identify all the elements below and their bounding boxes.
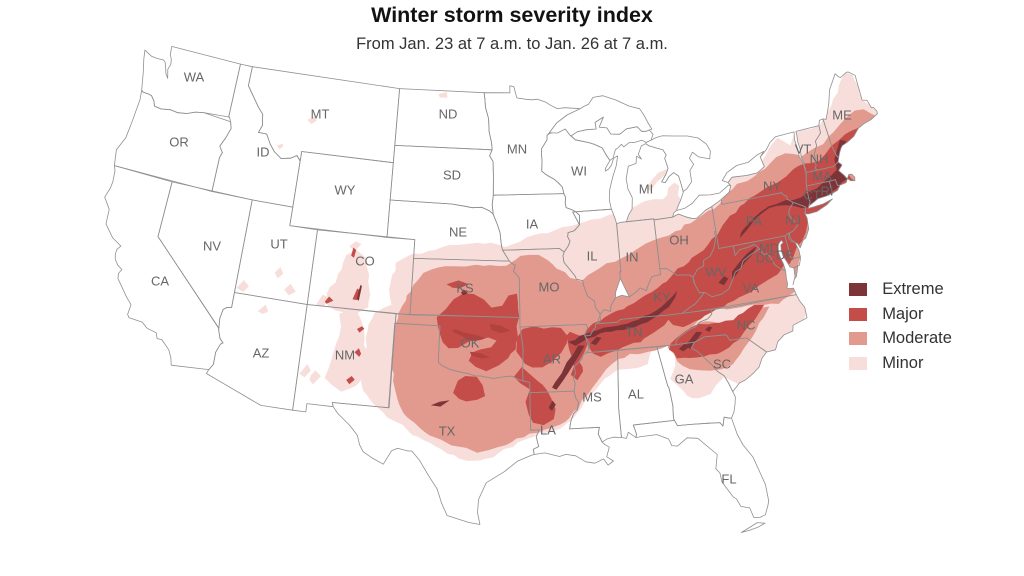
svg-text:MN: MN [507,142,527,157]
svg-text:ID: ID [257,145,270,160]
svg-text:NJ: NJ [785,213,801,228]
svg-text:MS: MS [582,390,602,405]
svg-text:AR: AR [543,352,561,367]
svg-text:OH: OH [669,233,689,248]
svg-text:RI: RI [821,184,834,199]
svg-text:WA: WA [184,70,205,85]
svg-text:SC: SC [713,357,731,372]
svg-text:VT: VT [795,142,812,157]
svg-text:WY: WY [335,183,356,198]
svg-text:MA: MA [812,169,832,184]
svg-text:MT: MT [311,107,330,122]
svg-text:OK: OK [461,336,480,351]
svg-text:WV: WV [706,265,727,280]
svg-text:ND: ND [439,107,458,122]
svg-text:LA: LA [540,423,556,438]
svg-text:WI: WI [571,164,587,179]
svg-text:AL: AL [628,387,644,402]
svg-text:AZ: AZ [253,346,270,361]
svg-text:NC: NC [737,318,756,333]
svg-text:NH: NH [810,152,829,167]
svg-text:MD: MD [759,241,779,256]
svg-text:UT: UT [270,237,287,252]
svg-text:IL: IL [587,249,598,264]
svg-text:VA: VA [743,281,760,296]
svg-text:TX: TX [439,424,456,439]
svg-text:KY: KY [653,290,671,305]
svg-text:DE: DE [776,248,794,263]
svg-text:OR: OR [169,135,189,150]
svg-text:GA: GA [675,372,694,387]
svg-text:IN: IN [626,250,639,265]
svg-text:FL: FL [721,472,736,487]
svg-text:CT: CT [803,188,820,203]
svg-text:CA: CA [151,274,169,289]
svg-text:NM: NM [335,348,355,363]
svg-text:IA: IA [526,217,539,232]
svg-text:KS: KS [456,281,474,296]
svg-text:MI: MI [639,182,653,197]
svg-text:CO: CO [355,254,375,269]
svg-text:NE: NE [449,225,467,240]
svg-text:TN: TN [625,325,642,340]
svg-text:ME: ME [832,108,852,123]
svg-text:NY: NY [763,179,781,194]
svg-text:PA: PA [746,214,763,229]
svg-text:SD: SD [443,168,461,183]
svg-text:NV: NV [203,239,221,254]
svg-text:DC: DC [756,251,775,266]
svg-text:MO: MO [539,280,560,295]
